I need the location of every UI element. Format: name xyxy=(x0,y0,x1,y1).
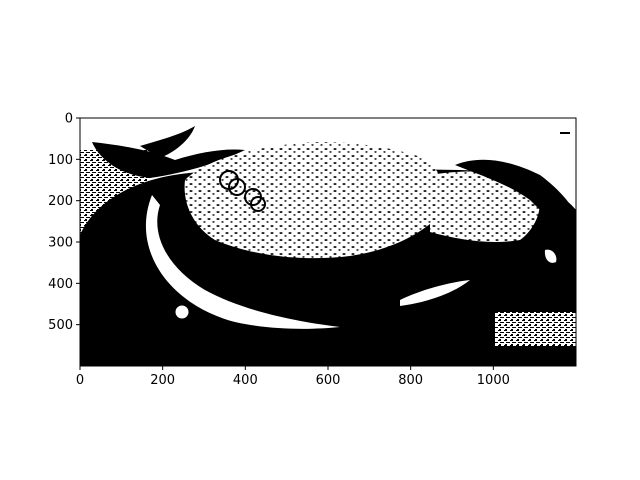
lower-right-speckle xyxy=(495,312,576,346)
x-tick-label: 400 xyxy=(233,373,258,388)
image-area xyxy=(80,118,576,366)
leaf-tip xyxy=(140,126,195,158)
rice-mound xyxy=(184,142,444,259)
white-spot xyxy=(544,249,557,263)
chili-ring xyxy=(250,196,266,212)
x-axis: 0 200 400 600 800 1000 xyxy=(76,366,510,388)
y-tick-label: 200 xyxy=(48,194,73,209)
binary-image xyxy=(80,118,576,366)
x-tick-label: 1000 xyxy=(477,373,510,388)
y-axis: 0 100 200 300 400 500 xyxy=(48,112,80,333)
y-tick-label: 500 xyxy=(48,318,73,333)
top-right-mark xyxy=(560,132,570,134)
x-tick-label: 600 xyxy=(316,373,341,388)
round-object xyxy=(172,302,192,322)
right-leaf xyxy=(455,159,576,240)
leaf-shape xyxy=(92,142,245,178)
y-tick-label: 400 xyxy=(48,277,73,292)
x-tick-label: 200 xyxy=(150,373,175,388)
plate-highlight xyxy=(400,280,470,306)
x-tick-label: 0 xyxy=(76,373,84,388)
y-tick-label: 300 xyxy=(48,236,73,251)
x-tick-label: 800 xyxy=(398,373,423,388)
plate-rim xyxy=(145,195,340,329)
y-tick-label: 100 xyxy=(48,153,73,168)
chili-ring xyxy=(228,178,246,196)
y-tick-label: 0 xyxy=(65,112,73,127)
